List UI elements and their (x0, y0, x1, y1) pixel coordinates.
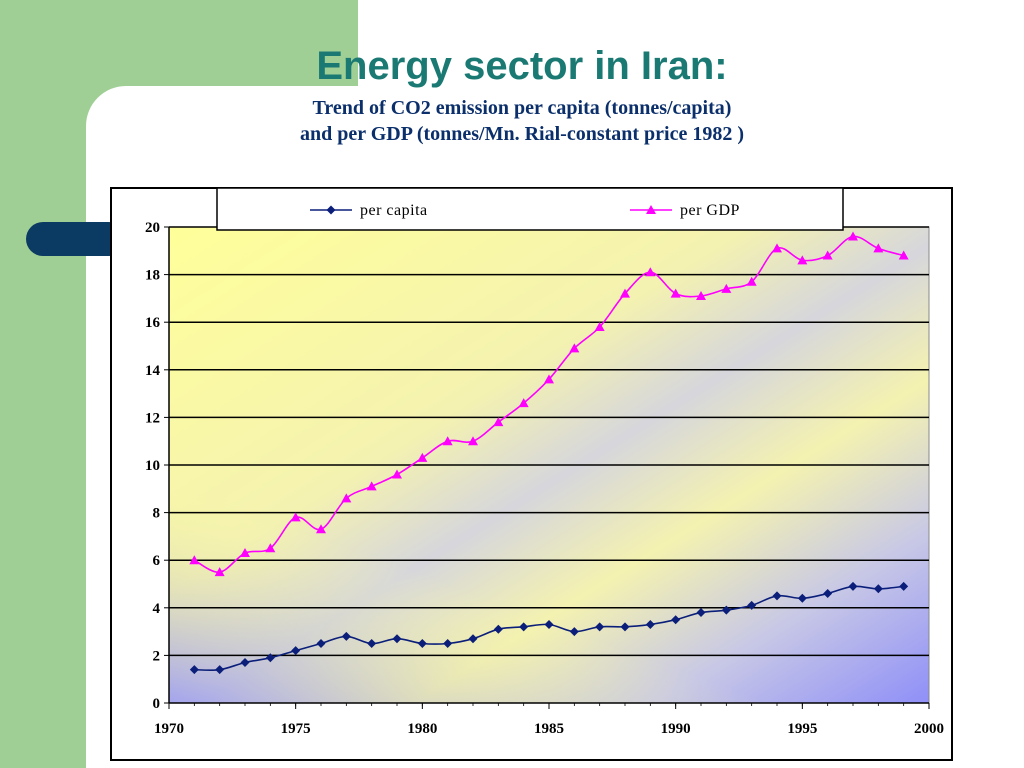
data-point-per-gdp (493, 417, 504, 427)
data-point-per-gdp (898, 250, 909, 260)
y-tick-label: 12 (145, 410, 160, 426)
data-point-per-capita (240, 658, 250, 668)
data-point-per-capita (341, 631, 351, 641)
x-tick-label: 1980 (407, 721, 437, 737)
data-point-per-capita (569, 627, 579, 637)
x-tick-label: 1970 (154, 721, 184, 737)
legend-marker-per-gdp (646, 205, 656, 214)
data-point-per-capita (772, 591, 782, 601)
data-point-per-gdp (594, 321, 605, 331)
data-point-per-capita (544, 619, 554, 629)
legend-marker-per-capita (326, 205, 336, 215)
legend-box (216, 187, 844, 231)
data-point-per-capita (493, 624, 503, 634)
data-point-per-gdp (544, 374, 554, 384)
data-point-per-capita (873, 584, 883, 594)
data-point-per-gdp (189, 555, 200, 565)
slide-title: Energy sector in Iran: (316, 44, 728, 88)
data-point-per-capita (797, 593, 807, 603)
data-point-per-capita (823, 589, 833, 599)
data-point-per-gdp (721, 283, 732, 293)
y-tick-label: 4 (153, 601, 161, 617)
data-point-per-gdp (873, 243, 884, 253)
data-point-per-capita (721, 605, 731, 615)
data-point-per-gdp (366, 481, 377, 491)
data-point-per-capita (747, 600, 757, 610)
x-tick-label: 1990 (661, 721, 691, 737)
data-point-per-capita (620, 622, 630, 632)
data-point-per-capita (189, 665, 199, 675)
x-tick-label: 2000 (914, 721, 944, 737)
y-tick-label: 18 (145, 268, 160, 284)
navy-accent-bar (26, 222, 126, 256)
data-point-per-capita (215, 665, 225, 675)
data-point-per-gdp (265, 543, 276, 553)
data-point-per-capita (417, 639, 427, 648)
data-point-per-gdp (620, 288, 630, 298)
data-point-per-gdp (290, 512, 301, 522)
data-point-per-gdp (316, 524, 326, 534)
y-tick-label: 10 (145, 458, 160, 474)
data-point-per-gdp (417, 452, 428, 462)
data-point-per-gdp (214, 567, 225, 577)
slide-subtitle-line2: and per GDP (tonnes/Mn. Rial-constant pr… (299, 123, 745, 145)
legend-label-per-capita: per capita (360, 202, 428, 219)
data-point-per-gdp (518, 398, 529, 408)
data-point-per-gdp (772, 243, 782, 253)
x-tick-label: 1985 (534, 721, 564, 737)
data-point-per-gdp (696, 291, 706, 301)
data-point-per-gdp (392, 469, 402, 479)
data-point-per-gdp (569, 343, 580, 353)
data-point-per-capita (671, 615, 681, 625)
data-point-per-capita (443, 639, 453, 648)
data-point-per-gdp (468, 436, 478, 446)
y-tick-label: 14 (145, 363, 161, 379)
data-point-per-gdp (442, 436, 453, 446)
data-point-per-gdp (848, 231, 858, 241)
data-point-per-capita (367, 639, 377, 648)
data-point-per-gdp (670, 288, 681, 298)
data-point-per-capita (519, 622, 529, 632)
data-point-per-gdp (822, 250, 833, 260)
slide-subtitle-line1: Trend of CO2 emission per capita (tonnes… (312, 97, 732, 119)
data-point-per-capita (696, 608, 706, 618)
legend-label-per-gdp: per GDP (680, 202, 740, 219)
y-tick-label: 8 (153, 506, 161, 522)
data-point-per-capita (899, 581, 909, 591)
data-point-per-capita (265, 653, 275, 663)
data-point-per-capita (848, 581, 858, 591)
data-point-per-gdp (645, 267, 656, 277)
y-tick-label: 20 (145, 220, 160, 236)
y-tick-label: 16 (145, 315, 161, 331)
data-point-per-capita (595, 622, 605, 632)
data-point-per-gdp (341, 493, 352, 503)
y-tick-label: 0 (153, 696, 161, 712)
data-point-per-capita (392, 634, 402, 644)
data-point-per-gdp (797, 255, 808, 265)
data-point-per-gdp (240, 548, 250, 558)
x-tick-label: 1995 (787, 721, 817, 737)
x-tick-label: 1975 (281, 721, 311, 737)
data-point-per-gdp (746, 276, 757, 286)
y-tick-label: 6 (153, 553, 161, 569)
data-point-per-capita (645, 619, 655, 629)
data-point-per-capita (468, 634, 478, 644)
data-point-per-capita (316, 639, 326, 648)
data-point-per-capita (291, 646, 301, 656)
y-tick-label: 2 (153, 648, 161, 664)
